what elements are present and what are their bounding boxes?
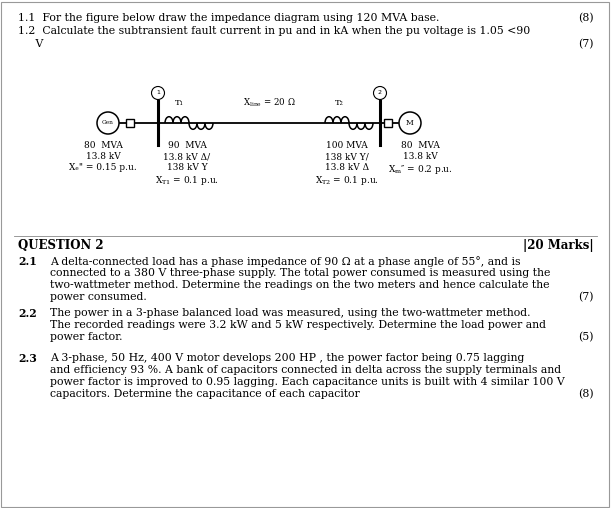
Text: 100 MVA: 100 MVA (326, 141, 368, 150)
Text: M: M (406, 119, 414, 127)
Text: 2.2: 2.2 (18, 308, 37, 319)
Text: 80  MVA: 80 MVA (401, 141, 439, 150)
Text: 90  MVA: 90 MVA (167, 141, 207, 150)
Text: 2: 2 (378, 90, 382, 96)
Text: 138 kV Y: 138 kV Y (167, 163, 207, 172)
Text: (7): (7) (579, 292, 594, 302)
Text: (5): (5) (579, 332, 594, 342)
Text: X$_{\mathregular{m}}$″ = 0.2 p.u.: X$_{\mathregular{m}}$″ = 0.2 p.u. (387, 163, 452, 176)
Text: QUESTION 2: QUESTION 2 (18, 239, 104, 252)
Text: two-wattmeter method. Determine the readings on the two meters and hence calcula: two-wattmeter method. Determine the read… (50, 280, 549, 290)
Text: A 3-phase, 50 Hz, 400 V motor develops 200 HP , the power factor being 0.75 lagg: A 3-phase, 50 Hz, 400 V motor develops 2… (50, 353, 524, 363)
Circle shape (373, 86, 387, 100)
Text: The recorded readings were 3.2 kW and 5 kW respectively. Determine the load powe: The recorded readings were 3.2 kW and 5 … (50, 320, 546, 330)
Text: and efficiency 93 %. A bank of capacitors connected in delta across the supply t: and efficiency 93 %. A bank of capacitor… (50, 365, 561, 375)
Text: power factor is improved to 0.95 lagging. Each capacitance units is built with 4: power factor is improved to 0.95 lagging… (50, 377, 565, 387)
Text: 13.8 kV: 13.8 kV (403, 152, 437, 161)
Text: 1: 1 (156, 90, 160, 96)
Text: A delta-connected load has a phase impedance of 90 Ω at a phase angle of 55°, an: A delta-connected load has a phase imped… (50, 256, 521, 267)
Text: 2.1: 2.1 (18, 256, 37, 267)
Text: The power in a 3-phase balanced load was measured, using the two-wattmeter metho: The power in a 3-phase balanced load was… (50, 308, 530, 318)
Text: power factor.: power factor. (50, 332, 122, 342)
Text: (7): (7) (579, 39, 594, 49)
Text: connected to a 380 V three-phase supply. The total power consumed is measured us: connected to a 380 V three-phase supply.… (50, 268, 551, 278)
Text: X$_{\mathregular{line}}$ = 20 Ω: X$_{\mathregular{line}}$ = 20 Ω (243, 97, 295, 109)
Text: 2.3: 2.3 (18, 353, 37, 364)
Text: 1.1  For the figure below draw the impedance diagram using 120 MVA base.: 1.1 For the figure below draw the impeda… (18, 13, 439, 23)
Text: 13.8 kV Δ: 13.8 kV Δ (325, 163, 369, 172)
Text: Xₑ" = 0.15 p.u.: Xₑ" = 0.15 p.u. (69, 163, 137, 172)
Text: 80  MVA: 80 MVA (84, 141, 122, 150)
Text: Gen: Gen (102, 120, 114, 125)
Circle shape (399, 112, 421, 134)
Bar (126, 119, 134, 127)
Text: capacitors. Determine the capacitance of each capacitor: capacitors. Determine the capacitance of… (50, 389, 360, 399)
Text: 138 kV Y/: 138 kV Y/ (325, 152, 369, 161)
Bar (384, 119, 392, 127)
Text: (8): (8) (579, 13, 594, 23)
Circle shape (152, 86, 164, 100)
Text: 13.8 kV: 13.8 kV (86, 152, 120, 161)
Text: (8): (8) (579, 389, 594, 399)
Text: T₂: T₂ (335, 99, 343, 107)
Text: |20 Marks|: |20 Marks| (524, 239, 594, 252)
Text: X$_{\mathregular{T1}}$ = 0.1 p.u.: X$_{\mathregular{T1}}$ = 0.1 p.u. (155, 174, 219, 187)
Text: power consumed.: power consumed. (50, 292, 147, 302)
Text: 1.2  Calculate the subtransient fault current in pu and in kA when the pu voltag: 1.2 Calculate the subtransient fault cur… (18, 26, 530, 36)
Text: 13.8 kV Δ/: 13.8 kV Δ/ (163, 152, 211, 161)
Text: T₁: T₁ (175, 99, 183, 107)
Text: X$_{\mathregular{T2}}$ = 0.1 p.u.: X$_{\mathregular{T2}}$ = 0.1 p.u. (315, 174, 379, 187)
Text: V: V (18, 39, 43, 49)
Circle shape (97, 112, 119, 134)
